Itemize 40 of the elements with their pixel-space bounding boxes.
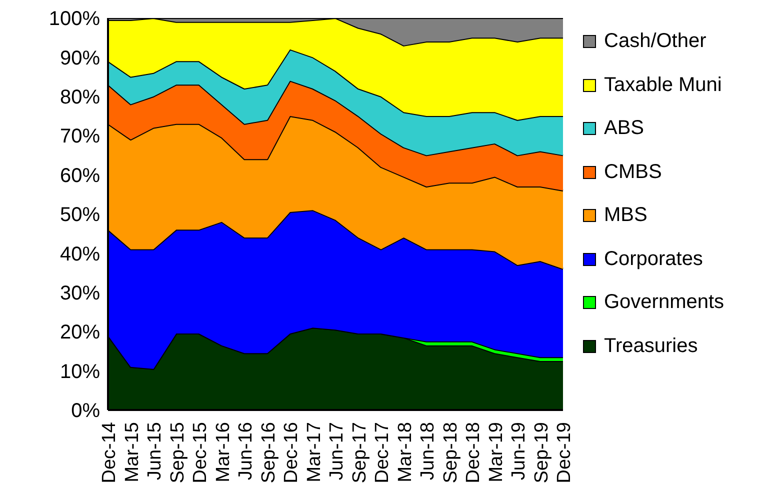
x-tick-label: Sep-16 (258, 422, 280, 484)
x-tick-label: Sep-19 (531, 422, 552, 484)
legend-label: MBS (604, 204, 648, 228)
y-tick-label: 100% (48, 8, 100, 30)
x-tick-label: Jun-17 (326, 422, 348, 480)
y-tick-label: 20% (60, 322, 100, 344)
x-tick-label: Jun-15 (144, 422, 166, 480)
x-tick-label: Dec-15 (190, 422, 211, 484)
y-tick-label: 70% (60, 126, 100, 148)
x-tick-label: Sep-15 (167, 422, 188, 484)
legend-label: Governments (604, 291, 724, 314)
x-tick-label: Dec-17 (372, 422, 393, 484)
legend-label: CMBS (604, 160, 662, 184)
x-tick-label: Mar-18 (394, 422, 416, 482)
y-tick-label: 0% (71, 400, 100, 422)
y-tick-label: 10% (60, 360, 100, 383)
legend-label: ABS (604, 117, 644, 140)
x-tick-label: Dec-14 (99, 422, 120, 484)
y-tick-label: 40% (60, 243, 100, 266)
x-tick-label: Mar-19 (486, 422, 507, 482)
y-tick-label: 80% (60, 86, 100, 108)
x-tick-label: Jun-16 (236, 422, 256, 480)
x-tick-label: Jun-18 (418, 422, 438, 480)
x-tick-label: Sep-17 (349, 422, 370, 484)
x-tick-label: Sep-18 (440, 422, 462, 484)
legend-label: Taxable Muni (604, 74, 722, 97)
y-tick-label: 30% (60, 282, 100, 304)
x-tick-label: Mar-16 (212, 422, 234, 482)
x-tick-label: Mar-15 (122, 422, 143, 482)
legend-label: Treasuries (604, 334, 698, 358)
y-tick-label: 60% (60, 164, 100, 187)
x-tick-label: Dec-19 (554, 422, 575, 484)
y-tick-label: 90% (60, 47, 100, 70)
y-tick-label: 50% (60, 204, 100, 226)
x-tick-label: Dec-16 (281, 422, 302, 484)
legend-label: Cash/Other (604, 30, 706, 54)
legend-label: Corporates (604, 248, 703, 271)
x-tick-label: Jun-19 (508, 422, 530, 480)
x-tick-label: Dec-18 (463, 422, 484, 484)
x-tick-label: Mar-17 (304, 422, 325, 482)
